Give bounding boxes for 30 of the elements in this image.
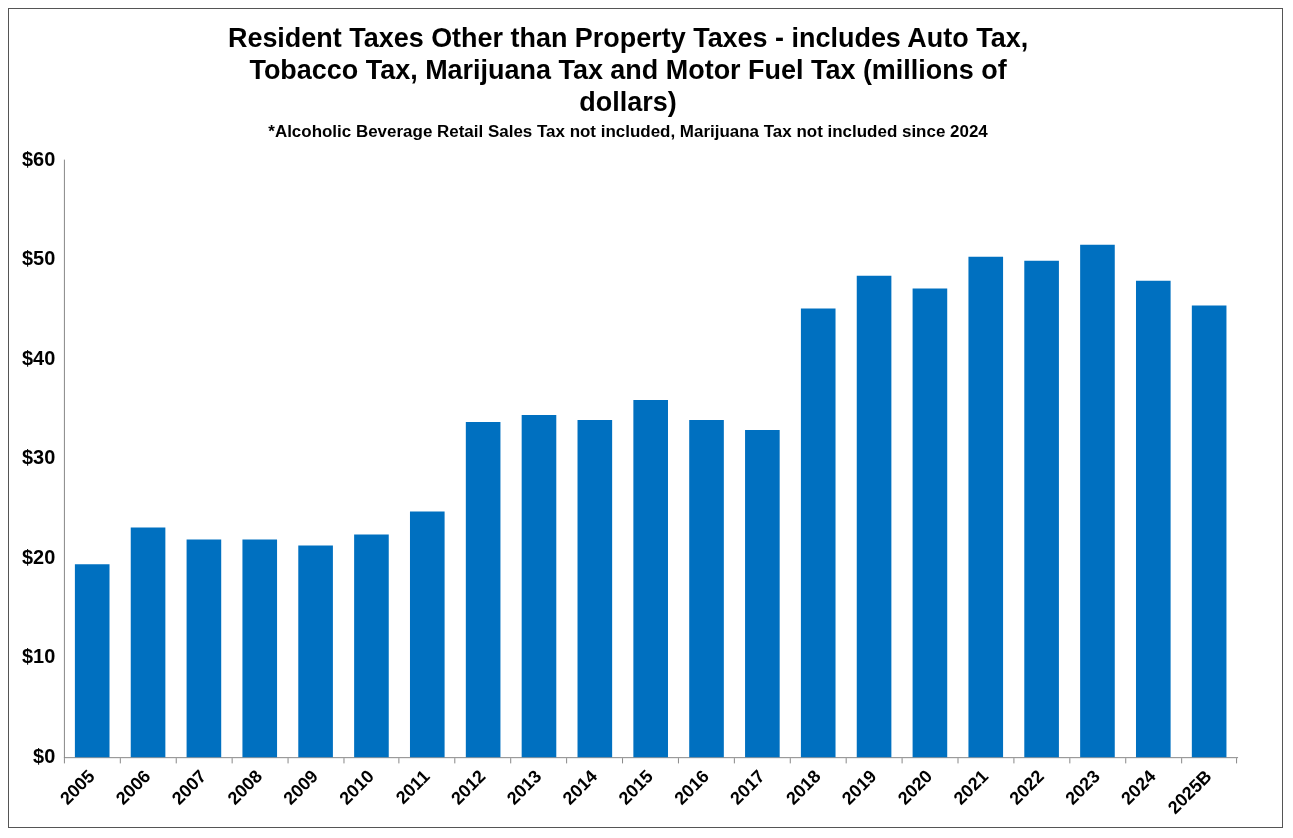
bar	[298, 545, 333, 758]
bar	[1191, 305, 1227, 758]
bar	[242, 539, 278, 758]
bar	[409, 511, 445, 758]
bar	[465, 421, 501, 758]
bar	[912, 288, 948, 758]
y-tick-label: $60	[22, 147, 56, 170]
bar	[186, 539, 222, 758]
bar	[521, 415, 557, 758]
bar	[633, 400, 668, 758]
bar	[354, 534, 389, 758]
bar	[1080, 244, 1115, 758]
y-tick-label: $40	[22, 346, 56, 369]
bar	[74, 564, 110, 758]
bar	[745, 429, 780, 758]
y-tick-label: $30	[22, 446, 56, 469]
y-tick-label: $0	[33, 744, 56, 767]
chart-subtitle: *Alcoholic Beverage Retail Sales Tax not included, Marijuana Tax not included since 2024	[268, 121, 989, 141]
bar	[856, 275, 892, 758]
y-tick-label: $50	[22, 247, 56, 270]
bar	[130, 527, 166, 758]
y-tick-label: $20	[22, 545, 56, 568]
bar	[800, 308, 836, 758]
bar	[577, 420, 613, 758]
bar	[968, 256, 1004, 758]
bar	[1135, 280, 1171, 758]
y-tick-label: $10	[22, 645, 56, 668]
chart-title: Resident Taxes Other than Property Taxes - includes Auto Tax, Tobacco Tax, Marijuana Tax and Motor Fuel Tax (millions of dollars)	[227, 22, 1029, 118]
bar	[1024, 260, 1059, 758]
bar	[689, 420, 724, 758]
